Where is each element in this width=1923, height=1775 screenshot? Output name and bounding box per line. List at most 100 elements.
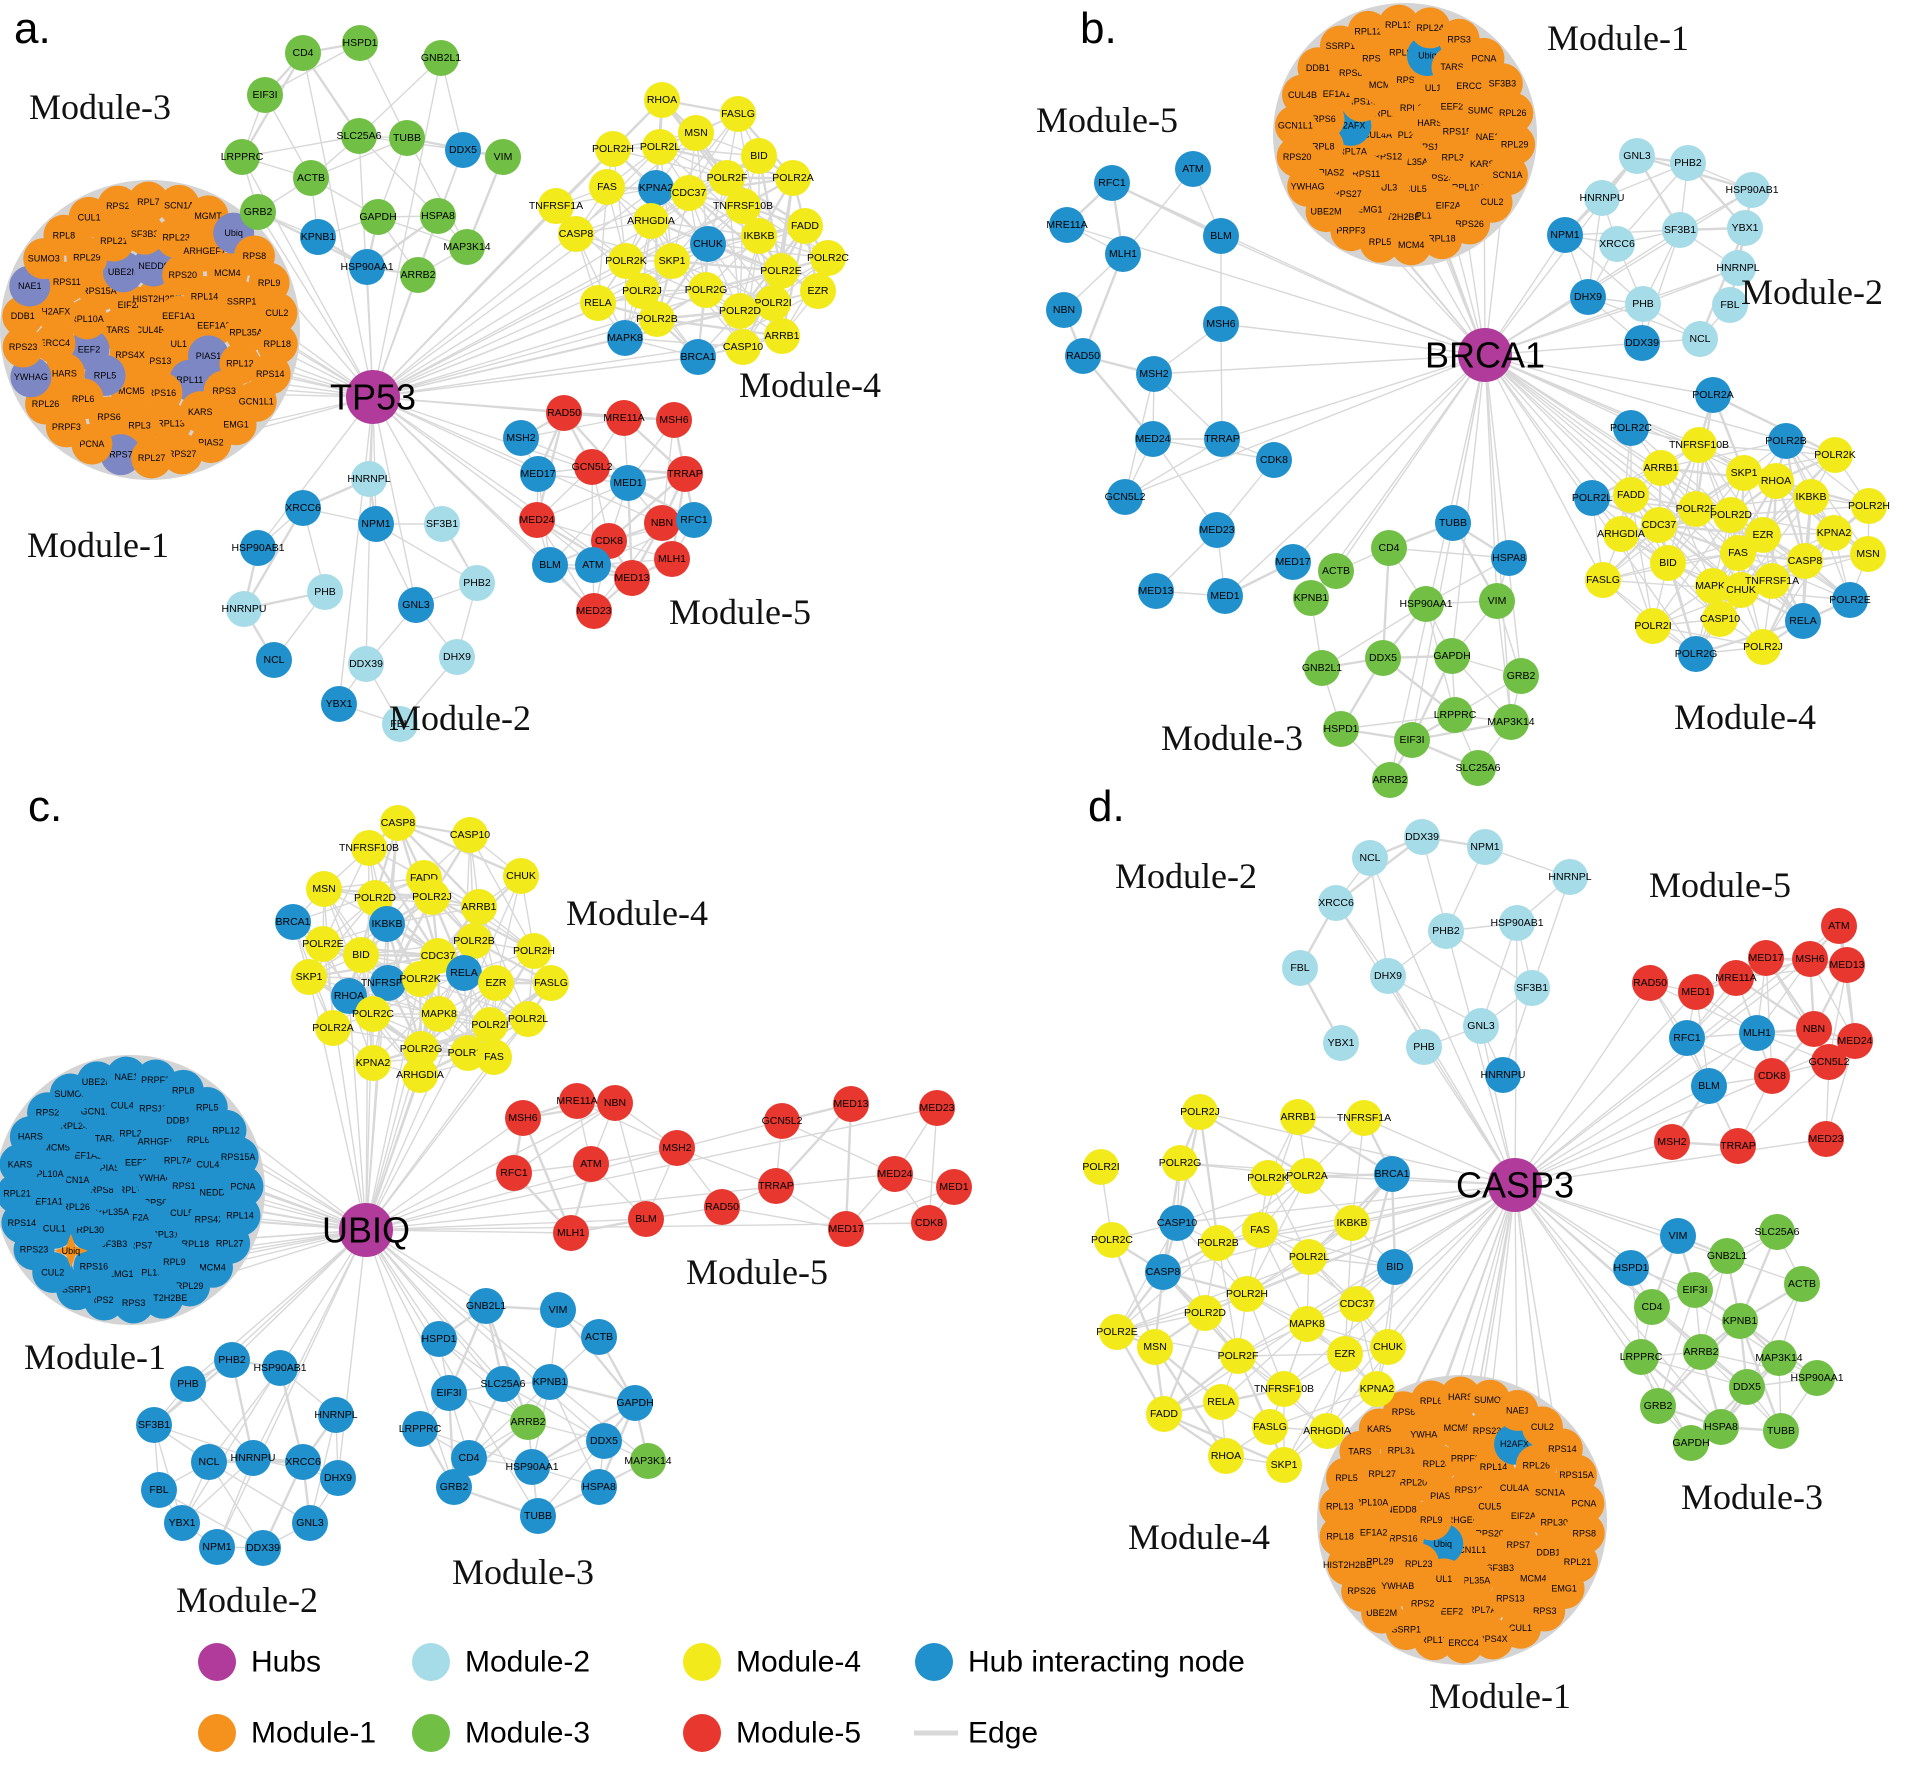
gene-node-POLR2E[interactable] <box>763 253 799 289</box>
gene-node-RFC1[interactable] <box>676 502 712 538</box>
gene-node-GNL3[interactable] <box>398 587 434 623</box>
gene-node-CASP8[interactable] <box>1145 1254 1181 1290</box>
gene-node-FBL[interactable] <box>1282 950 1318 986</box>
gene-node-RPL12[interactable] <box>1347 10 1389 52</box>
gene-node-TUBB[interactable] <box>389 120 425 156</box>
gene-node-RPS16[interactable] <box>141 372 183 414</box>
gene-node-GNB2L1[interactable] <box>423 40 459 76</box>
gene-node-POLR2A[interactable] <box>315 1010 351 1046</box>
gene-node-SKP1[interactable] <box>1726 455 1762 491</box>
gene-node-ATM[interactable] <box>573 1146 609 1182</box>
gene-node-MED1[interactable] <box>936 1169 972 1205</box>
gene-node-ACTB[interactable] <box>1318 553 1354 589</box>
gene-node-IKBKB[interactable] <box>1793 479 1829 515</box>
gene-node-SLC25A6[interactable] <box>1759 1214 1795 1250</box>
gene-node-RPS23[interactable] <box>2 326 44 368</box>
gene-node-VIM[interactable] <box>485 139 521 175</box>
gene-node-RFC1[interactable] <box>1094 165 1130 201</box>
gene-node-POLR2F[interactable] <box>709 160 745 196</box>
gene-node-ARRB1[interactable] <box>1280 1099 1316 1135</box>
gene-node-FASLG[interactable] <box>1252 1409 1288 1445</box>
gene-node-MED17[interactable] <box>828 1211 864 1247</box>
gene-node-POLR2I[interactable] <box>1635 608 1671 644</box>
gene-node-DHX9[interactable] <box>1370 958 1406 994</box>
gene-node-ARRB1[interactable] <box>1643 450 1679 486</box>
gene-node-POLR2J[interactable] <box>1182 1094 1218 1130</box>
gene-node-HSPD1[interactable] <box>1323 711 1359 747</box>
gene-node-BRCA1[interactable] <box>1374 1156 1410 1192</box>
gene-node-ARRB1[interactable] <box>764 318 800 354</box>
gene-node-RELA[interactable] <box>1203 1384 1239 1420</box>
gene-node-XRCC6[interactable] <box>285 490 321 526</box>
gene-node-POLR2E[interactable] <box>1832 582 1868 618</box>
gene-node-POLR2G[interactable] <box>1162 1145 1198 1181</box>
gene-node-POLR2L[interactable] <box>1291 1239 1327 1275</box>
gene-node-HNRNPU[interactable] <box>235 1440 271 1476</box>
gene-node-TNFRSF10B[interactable] <box>1266 1371 1302 1407</box>
gene-node-HSPD1[interactable] <box>421 1321 457 1357</box>
gene-node-SLC25A6[interactable] <box>1460 750 1496 786</box>
gene-node-ARHGDIA[interactable] <box>633 203 669 239</box>
gene-node-BID[interactable] <box>1650 545 1686 581</box>
gene-node-MAPK8[interactable] <box>421 996 457 1032</box>
gene-node-ACTB[interactable] <box>581 1319 617 1355</box>
gene-node-MSN[interactable] <box>1137 1329 1173 1365</box>
gene-node-NCL[interactable] <box>191 1444 227 1480</box>
gene-node-NPM1[interactable] <box>1547 217 1583 253</box>
gene-node-CHUK[interactable] <box>503 858 539 894</box>
gene-node-DDX5[interactable] <box>445 132 481 168</box>
gene-node-SF3B1[interactable] <box>1662 212 1698 248</box>
gene-node-POLR2I[interactable] <box>472 1007 508 1043</box>
gene-node-NPM1[interactable] <box>358 506 394 542</box>
gene-node-BID[interactable] <box>343 937 379 973</box>
gene-node-CHUK[interactable] <box>1370 1329 1406 1365</box>
gene-node-MED23[interactable] <box>576 593 612 629</box>
gene-node-MRE11A[interactable] <box>559 1083 595 1119</box>
gene-node-CDC37[interactable] <box>671 175 707 211</box>
gene-node-POLR2H[interactable] <box>1229 1276 1265 1312</box>
gene-node-TNFRSF1A[interactable] <box>1346 1100 1382 1136</box>
gene-node-POLR2A[interactable] <box>1289 1158 1325 1194</box>
gene-node-POLR2K[interactable] <box>1817 437 1853 473</box>
gene-node-CUL2[interactable] <box>256 292 298 334</box>
gene-node-GNB2L1[interactable] <box>1709 1238 1745 1274</box>
gene-node-MED13[interactable] <box>614 560 650 596</box>
gene-node-POLR2I[interactable] <box>1083 1149 1119 1185</box>
gene-node-RPL18[interactable] <box>1421 218 1463 260</box>
gene-node-ARRB2[interactable] <box>400 257 436 293</box>
gene-node-CD4[interactable] <box>1371 530 1407 566</box>
gene-node-GCN5L2[interactable] <box>764 1103 800 1139</box>
gene-node-PHB[interactable] <box>170 1366 206 1402</box>
gene-node-DDX39[interactable] <box>348 646 384 682</box>
gene-node-MLH1[interactable] <box>654 541 690 577</box>
gene-node-MAPK8[interactable] <box>1289 1306 1325 1342</box>
gene-node-POLR2G[interactable] <box>403 1031 439 1067</box>
gene-node-FBL[interactable] <box>382 706 418 742</box>
gene-node-ARRB2[interactable] <box>1683 1334 1719 1370</box>
gene-node-SF3B1[interactable] <box>136 1407 172 1443</box>
gene-node-POLR2J[interactable] <box>1745 629 1781 665</box>
gene-node-SKP1[interactable] <box>654 243 690 279</box>
gene-node-MSH6[interactable] <box>1203 306 1239 342</box>
gene-node-KPNA2[interactable] <box>638 170 674 206</box>
gene-node-EZR[interactable] <box>478 965 514 1001</box>
gene-node-ARRB2[interactable] <box>510 1404 546 1440</box>
gene-node-HSPD1[interactable] <box>342 25 378 61</box>
gene-node-MAPK8[interactable] <box>1695 568 1731 604</box>
gene-node-MED24[interactable] <box>519 502 555 538</box>
gene-node-POLR2L[interactable] <box>1574 480 1610 516</box>
gene-node-MAP3K14[interactable] <box>630 1443 666 1479</box>
gene-node-MLH1[interactable] <box>553 1215 589 1251</box>
gene-node-HSP90AA1[interactable] <box>1408 586 1444 622</box>
gene-node-POLR2C[interactable] <box>355 996 391 1032</box>
gene-node-ERCC4[interactable] <box>34 322 76 364</box>
gene-node-MED23[interactable] <box>1808 1121 1844 1157</box>
gene-node-GAPDH[interactable] <box>617 1385 653 1421</box>
gene-node-SLC25A6[interactable] <box>485 1366 521 1402</box>
gene-node-HNRNPL[interactable] <box>318 1397 354 1433</box>
gene-node-HSP90AB1[interactable] <box>1734 172 1770 208</box>
gene-node-ARHGDIA[interactable] <box>402 1057 438 1093</box>
gene-node-MSH6[interactable] <box>1792 941 1828 977</box>
gene-node-DDX5[interactable] <box>1729 1369 1765 1405</box>
gene-node-ERCC4[interactable] <box>1443 1622 1485 1664</box>
